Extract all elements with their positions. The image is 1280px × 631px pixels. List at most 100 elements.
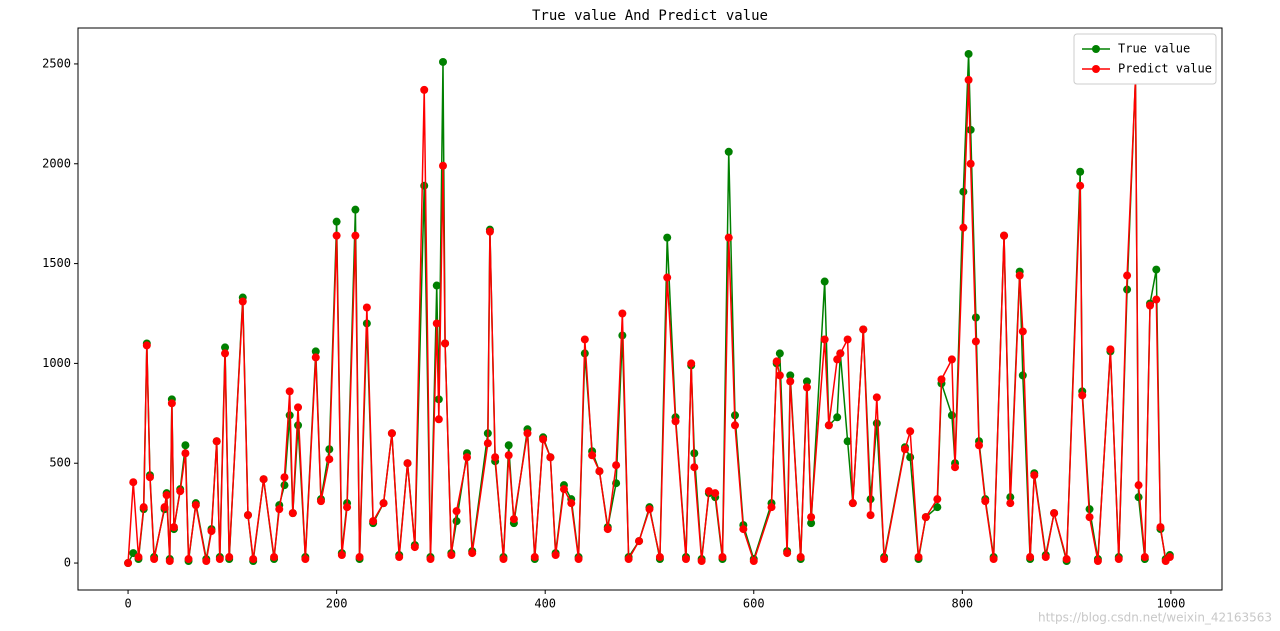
point	[1041, 553, 1050, 562]
point	[546, 453, 555, 462]
point	[1106, 345, 1115, 354]
point	[301, 555, 310, 564]
point	[872, 419, 881, 428]
point	[509, 515, 518, 524]
point	[270, 553, 279, 562]
point	[165, 557, 174, 566]
point	[820, 335, 829, 344]
point	[145, 473, 154, 482]
point	[833, 413, 842, 422]
point	[332, 231, 341, 240]
point	[420, 181, 429, 190]
x-tick-label: 200	[326, 597, 348, 611]
point	[775, 371, 784, 380]
point	[1030, 471, 1039, 480]
point	[285, 387, 294, 396]
point	[259, 475, 268, 484]
point	[311, 353, 320, 362]
point	[671, 417, 680, 426]
point	[989, 555, 998, 564]
legend-label: Predict value	[1118, 62, 1212, 76]
point	[325, 455, 334, 464]
legend-marker	[1092, 45, 1100, 53]
watermark: https://blog.csdn.net/weixin_42163563	[1038, 611, 1272, 625]
point	[225, 553, 234, 562]
point	[687, 359, 696, 368]
point	[1152, 295, 1161, 304]
point	[221, 343, 230, 352]
point	[718, 553, 727, 562]
point	[975, 441, 984, 450]
point	[462, 453, 471, 462]
point	[681, 555, 690, 564]
point	[355, 553, 364, 562]
point	[362, 303, 371, 312]
x-tick-label: 800	[951, 597, 973, 611]
point	[1146, 301, 1155, 310]
point	[191, 501, 200, 510]
point	[207, 527, 216, 536]
point	[645, 505, 654, 514]
point	[452, 507, 461, 516]
point	[1134, 493, 1143, 502]
point	[420, 85, 429, 94]
point	[933, 495, 942, 504]
point	[1018, 327, 1027, 336]
point	[900, 445, 909, 454]
y-tick-label: 2500	[42, 56, 71, 70]
point	[280, 473, 289, 482]
y-tick-label: 500	[49, 456, 71, 470]
point	[906, 427, 915, 436]
point	[971, 337, 980, 346]
point	[483, 439, 492, 448]
point	[1093, 557, 1102, 566]
point	[387, 429, 396, 438]
point	[169, 523, 178, 532]
point	[603, 525, 612, 534]
x-tick-label: 600	[743, 597, 765, 611]
point	[1050, 509, 1059, 518]
point	[523, 429, 532, 438]
point	[859, 325, 868, 334]
point	[767, 503, 776, 512]
point	[820, 277, 829, 286]
point	[802, 377, 811, 386]
point	[1152, 265, 1161, 274]
plot-frame	[77, 27, 1223, 591]
point	[1015, 271, 1024, 280]
point	[184, 555, 193, 564]
point	[807, 519, 816, 528]
point	[499, 555, 508, 564]
point	[1156, 523, 1165, 532]
point	[580, 335, 589, 344]
point	[836, 349, 845, 358]
point	[369, 517, 378, 526]
point	[1085, 513, 1094, 522]
point	[964, 75, 973, 84]
point	[491, 453, 500, 462]
point	[624, 555, 633, 564]
point	[150, 555, 159, 564]
point	[663, 233, 672, 242]
point	[981, 497, 990, 506]
point	[964, 49, 973, 58]
point	[452, 517, 461, 526]
point	[1006, 499, 1015, 508]
x-tick-label: 1000	[1156, 597, 1185, 611]
point	[786, 377, 795, 386]
point	[796, 553, 805, 562]
point	[947, 411, 956, 420]
point	[749, 557, 758, 566]
point	[1062, 555, 1071, 564]
point	[655, 553, 664, 562]
point	[724, 147, 733, 156]
point	[432, 319, 441, 328]
point	[966, 159, 975, 168]
point	[337, 551, 346, 560]
point	[1000, 231, 1009, 240]
point	[162, 491, 171, 500]
point	[124, 559, 133, 568]
point	[1076, 181, 1085, 190]
point	[438, 57, 447, 66]
series	[124, 49, 1174, 568]
